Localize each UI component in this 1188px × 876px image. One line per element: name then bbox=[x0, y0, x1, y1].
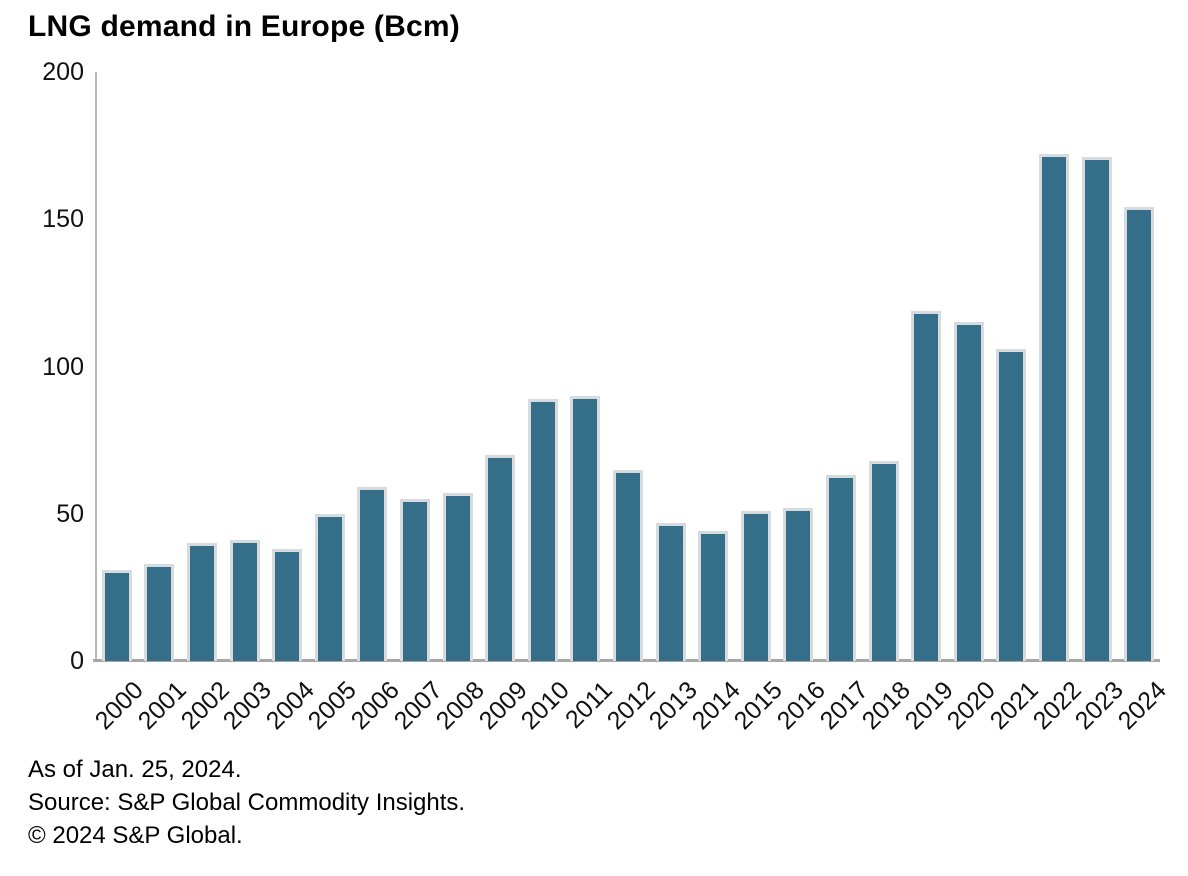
y-tick-label-150: 150 bbox=[42, 205, 84, 234]
bar-2003 bbox=[229, 540, 260, 661]
y-tick-label-0: 0 bbox=[70, 647, 84, 675]
bar-2015 bbox=[740, 511, 771, 661]
bar-2006 bbox=[357, 487, 388, 661]
bar-2020 bbox=[953, 322, 984, 661]
bar-2016 bbox=[783, 508, 814, 661]
footer-as-of: As of Jan. 25, 2024. bbox=[28, 756, 242, 783]
bar-2010 bbox=[527, 399, 558, 661]
bar-2014 bbox=[698, 531, 729, 661]
bar-2004 bbox=[272, 549, 303, 661]
bar-2011 bbox=[570, 396, 601, 661]
bar-2018 bbox=[868, 461, 899, 661]
bar-2022 bbox=[1039, 154, 1069, 661]
bar-2008 bbox=[442, 493, 473, 661]
bar-2009 bbox=[485, 455, 516, 661]
bar-2001 bbox=[144, 564, 175, 661]
footer-source: Source: S&P Global Commodity Insights. bbox=[28, 789, 466, 816]
bar-2021 bbox=[996, 349, 1027, 661]
bar-2019 bbox=[911, 311, 942, 661]
y-axis-line bbox=[95, 72, 97, 662]
bar-2024 bbox=[1124, 207, 1155, 661]
bar-2013 bbox=[655, 523, 686, 661]
bar-2023 bbox=[1081, 157, 1112, 661]
bar-2007 bbox=[400, 499, 430, 661]
bar-2012 bbox=[613, 470, 643, 661]
bar-2002 bbox=[187, 543, 217, 661]
footer-notes: As of Jan. 25, 2024. Source: S&P Global … bbox=[28, 753, 465, 852]
bar-2000 bbox=[101, 570, 132, 661]
y-tick-label-200: 200 bbox=[42, 58, 84, 86]
bar-2005 bbox=[314, 514, 345, 661]
y-tick-label-100: 100 bbox=[42, 352, 84, 381]
y-tick-label-50: 50 bbox=[56, 499, 84, 528]
bar-2017 bbox=[826, 475, 856, 661]
plot-area bbox=[95, 72, 1160, 661]
chart-title: LNG demand in Europe (Bcm) bbox=[28, 10, 460, 43]
footer-copyright: © 2024 S&P Global. bbox=[28, 822, 243, 849]
